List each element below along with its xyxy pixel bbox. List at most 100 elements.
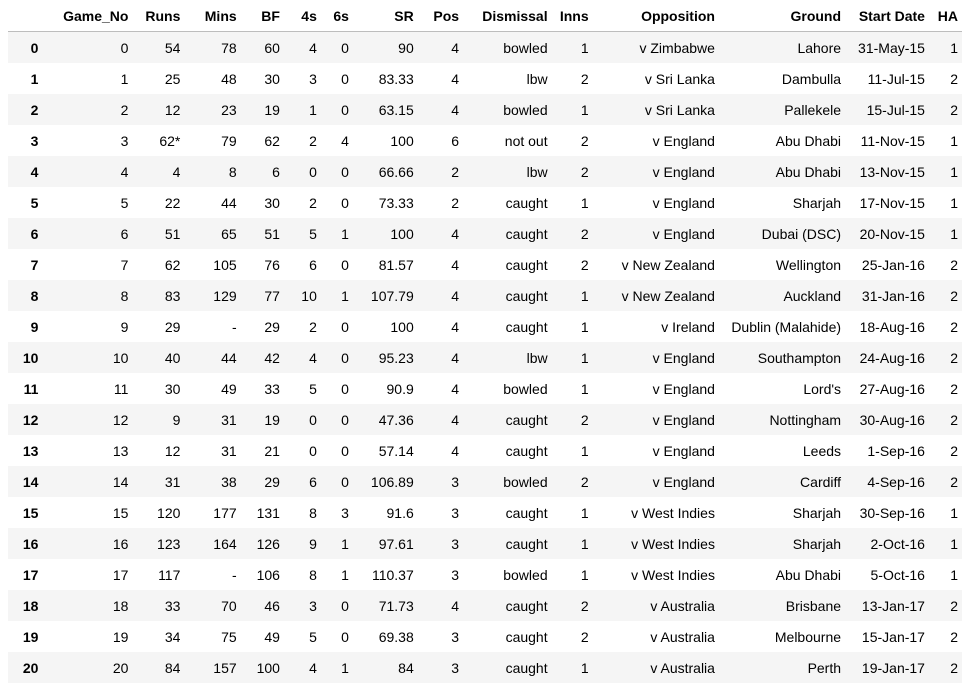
table-cell: 106 — [256, 566, 280, 583]
table-cell: lbw — [526, 349, 548, 366]
table-row: 8 8 83 129 77 10 1 107.79 4 caught 1 v New Zealand A… — [8, 280, 962, 311]
table-cell: 54 — [164, 39, 181, 56]
table-cell: 20 — [112, 659, 129, 676]
table-cell: Dubai (DSC) — [761, 225, 842, 242]
table-cell: 9 — [309, 535, 317, 552]
column-header: Pos — [413, 0, 460, 32]
table-cell: 57.14 — [378, 442, 414, 459]
table-cell: 1 — [950, 39, 958, 56]
table-cell: 66.66 — [378, 163, 414, 180]
table-cell: v Australia — [650, 597, 715, 614]
table-cell: v New Zealand — [621, 256, 715, 273]
table-cell: caught — [505, 442, 548, 459]
column-header — [8, 0, 47, 32]
table-cell: 4 — [451, 411, 460, 428]
table-cell: 4 — [451, 442, 460, 459]
table-cell: 2 — [950, 256, 958, 273]
table-cell: 8 — [309, 566, 317, 583]
table-cell: 4 — [451, 70, 460, 87]
table-cell: 110.37 — [371, 566, 414, 583]
table-cell: 31-Jan-16 — [861, 287, 925, 304]
table-cell: v England — [652, 473, 715, 490]
table-cell: 19-Jan-17 — [861, 659, 925, 676]
table-cell: 38 — [221, 473, 237, 490]
table-cell: caught — [505, 535, 548, 552]
table-cell: caught — [505, 194, 548, 211]
row-index: 14 — [22, 473, 39, 490]
table-cell: 3 — [309, 597, 317, 614]
row-index: 18 — [22, 597, 39, 614]
table-cell: Sharjah — [792, 535, 842, 552]
table-cell: 2 — [309, 318, 317, 335]
table-cell: 30 — [164, 380, 181, 397]
table-cell: 2 — [580, 473, 589, 490]
table-cell: Sharjah — [792, 194, 842, 211]
table-cell: 1 — [950, 132, 958, 149]
table-cell: lbw — [526, 163, 548, 180]
table-cell: 91.6 — [386, 504, 414, 521]
row-index: 16 — [22, 535, 39, 552]
table-cell: v England — [652, 163, 715, 180]
table-cell: 1 — [580, 535, 589, 552]
row-index: 6 — [30, 225, 39, 242]
table-cell: 0 — [341, 473, 349, 490]
table-cell: 15-Jan-17 — [861, 628, 925, 645]
table-cell: 2 — [950, 659, 958, 676]
table-cell: 6 — [309, 473, 317, 490]
table-cell: 0 — [341, 163, 349, 180]
row-index: 13 — [22, 442, 39, 459]
table-cell: 11-Nov-15 — [860, 132, 925, 149]
table-cell: 131 — [256, 504, 280, 521]
table-cell: 2 — [580, 628, 589, 645]
table-row: 14 14 31 38 29 6 0 106.89 3 bowled 2 v England Cardi… — [8, 466, 962, 497]
table-cell: 4 — [451, 101, 460, 118]
table-cell: - — [231, 566, 237, 583]
table-cell: Melbourne — [774, 628, 842, 645]
table-cell: 1 — [950, 194, 958, 211]
table-cell: caught — [505, 628, 548, 645]
table-row: 4 4 4 8 6 0 0 66.66 2 lbw 2 v England Abu Dhabi 13-No… — [8, 156, 962, 187]
table-cell: 29 — [264, 318, 280, 335]
table-cell: 49 — [264, 628, 280, 645]
table-cell: 1 — [341, 566, 349, 583]
row-index: 20 — [22, 659, 39, 676]
table-cell: 1 — [120, 70, 129, 87]
table-cell: 4 — [451, 380, 460, 397]
table-cell: v Ireland — [661, 318, 715, 335]
table-cell: v England — [652, 225, 715, 242]
table-cell: 0 — [341, 442, 349, 459]
table-row: 20 20 84 157 100 4 1 84 3 caught 1 v Australia Perth… — [8, 652, 962, 683]
table-cell: 2 — [950, 442, 958, 459]
table-cell: 10 — [301, 287, 317, 304]
table-cell: Auckland — [783, 287, 842, 304]
table-cell: 107.79 — [370, 287, 414, 304]
table-cell: 123 — [157, 535, 181, 552]
table-row: 15 15 120 177 131 8 3 91.6 3 caught 1 v West Indies… — [8, 497, 962, 528]
table-cell: 0 — [341, 194, 349, 211]
table-cell: 8 — [309, 504, 317, 521]
table-cell: 1 — [580, 318, 589, 335]
table-cell: 13-Nov-15 — [859, 163, 925, 180]
table-cell: 1 — [580, 194, 589, 211]
table-cell: 157 — [213, 659, 237, 676]
table-cell: Lord's — [803, 380, 842, 397]
table-cell: 31 — [221, 442, 237, 459]
table-cell: 1-Sep-16 — [867, 442, 925, 459]
table-cell: 4-Sep-16 — [867, 473, 925, 490]
table-cell: 1 — [580, 659, 589, 676]
dataframe-table: Game_No Runs Mins BF 4s 6s SR Pos Dismissal Inns O… — [8, 0, 962, 683]
row-index: 9 — [30, 318, 39, 335]
column-header: 4s — [279, 0, 317, 32]
table-cell: Abu Dhabi — [775, 132, 842, 149]
table-cell: 69.38 — [378, 628, 414, 645]
table-cell: 8 — [228, 163, 237, 180]
table-cell: 129 — [213, 287, 237, 304]
table-cell: 2 — [580, 411, 589, 428]
table-cell: 30-Aug-16 — [859, 411, 925, 428]
table-cell: lbw — [526, 70, 548, 87]
table-cell: 77 — [264, 287, 280, 304]
table-cell: 105 — [213, 256, 237, 273]
table-cell: 2 — [950, 101, 958, 118]
table-cell: 47.36 — [378, 411, 414, 428]
table-cell: 11 — [113, 380, 129, 397]
